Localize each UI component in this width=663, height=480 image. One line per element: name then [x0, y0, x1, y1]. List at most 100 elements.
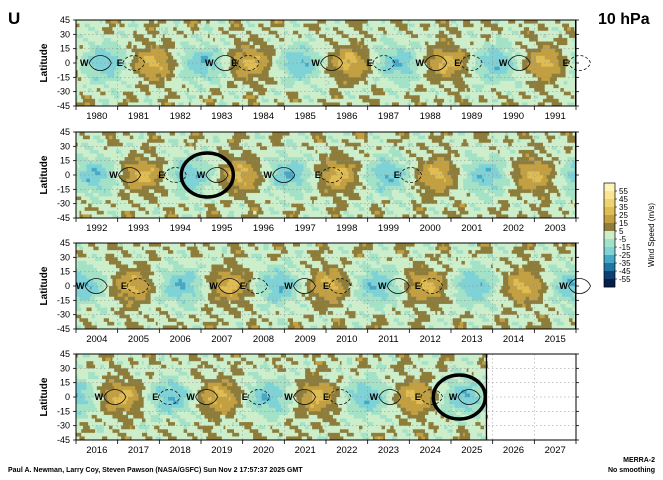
latitude-tick-label: -15	[57, 184, 70, 194]
year-ticks: 1980 1981 1982 1983 1984 1985 1986 1987 1988 1989…	[75, 106, 577, 122]
colorbar-tick-label: 5	[619, 227, 624, 236]
colorbar-tick-label: -45	[619, 267, 631, 276]
phase-label: W	[449, 392, 458, 402]
phase-label: W	[559, 281, 568, 291]
latitude-tick-label: -15	[57, 72, 70, 82]
phase-label: W	[80, 58, 89, 68]
colorbar-swatch	[604, 223, 615, 232]
colorbar-swatch	[604, 263, 615, 272]
wind-heatmap	[76, 354, 489, 440]
easterly-contour	[247, 389, 271, 405]
latitude-axis-label: Latitude	[39, 155, 50, 194]
phase-label: E	[117, 58, 123, 68]
westerly-contour	[272, 167, 296, 183]
phase-label: W	[416, 58, 425, 68]
year-label: 2025	[461, 445, 482, 456]
easterly-contour	[320, 167, 344, 183]
colorbar-swatch	[604, 255, 615, 264]
year-label: 1986	[336, 111, 357, 122]
easterly-contour	[399, 167, 423, 183]
westerly-contour	[386, 278, 410, 294]
easterly-contour	[420, 278, 444, 294]
westerly-contour	[195, 389, 219, 405]
year-label: 2015	[545, 334, 566, 345]
year-label: 1994	[170, 223, 191, 234]
phase-label: E	[394, 170, 400, 180]
easterly-contour	[459, 55, 483, 71]
latitude-tick-label: -45	[57, 435, 70, 445]
year-label: 2013	[461, 334, 482, 345]
latitude-tick-label: -45	[57, 324, 70, 334]
grid	[75, 354, 577, 440]
smoothing-label: No smoothing	[608, 467, 655, 474]
year-label: 2003	[545, 223, 566, 234]
year-label: 1992	[86, 223, 107, 234]
colorbar-swatch	[604, 279, 615, 288]
year-label: 1993	[128, 223, 149, 234]
year-label: 1999	[378, 223, 399, 234]
easterly-contour	[126, 278, 150, 294]
easterly-contour	[420, 389, 444, 405]
phase-label: W	[76, 281, 85, 291]
latitude-tick-label: -30	[57, 310, 70, 320]
latitude-tick-label: 30	[60, 29, 70, 39]
colorbar-tick-label: 25	[619, 211, 628, 220]
grid	[75, 20, 577, 106]
phase-label: E	[152, 392, 158, 402]
latitude-tick-label: -45	[57, 213, 70, 223]
colorbar-tick-label: 35	[619, 203, 628, 212]
pressure-level-label: 10 hPa	[598, 11, 650, 28]
phase-label: E	[415, 281, 421, 291]
variable-label: U	[8, 9, 20, 28]
phase-label: W	[378, 281, 387, 291]
colorbar-tick-label: 55	[619, 187, 628, 196]
latitude-axis-label: Latitude	[39, 377, 50, 416]
latitude-ticks: 45 30 15 0 -15 -30 -45	[57, 238, 579, 334]
easterly-contour	[372, 55, 396, 71]
latitude-tick-label: -15	[57, 295, 70, 305]
year-label: 2004	[86, 334, 107, 345]
year-label: 1997	[295, 223, 316, 234]
latitude-tick-label: 15	[60, 156, 70, 166]
latitude-tick-label: 45	[60, 238, 70, 248]
year-label: 2000	[420, 223, 441, 234]
latitude-tick-label: 0	[65, 170, 70, 180]
year-label: 2002	[503, 223, 524, 234]
phase-label: W	[109, 170, 118, 180]
year-label: 2006	[170, 334, 191, 345]
year-label: 2018	[170, 445, 191, 456]
colorbar-tick-label: -5	[619, 235, 627, 244]
colorbar-swatch	[604, 271, 615, 280]
colorbar-tick-label: -55	[619, 275, 631, 284]
year-label: 1985	[295, 111, 316, 122]
year-label: 1982	[170, 111, 191, 122]
latitude-tick-label: 30	[60, 141, 70, 151]
year-label: 1990	[503, 111, 524, 122]
year-label: 2022	[336, 445, 357, 456]
phase-label: W	[197, 170, 206, 180]
year-label: 1983	[211, 111, 232, 122]
year-label: 1989	[461, 111, 482, 122]
westerly-contour	[213, 55, 237, 71]
easterly-contour	[163, 167, 187, 183]
highlight-circle	[431, 373, 488, 421]
easterly-contour	[245, 278, 269, 294]
year-label: 2016	[86, 445, 107, 456]
colorbar-swatch	[604, 183, 615, 192]
year-label: 2008	[253, 334, 274, 345]
colorbar-swatch	[604, 231, 615, 240]
easterly-contour	[157, 389, 181, 405]
phase-label: E	[121, 281, 127, 291]
colorbar-swatch	[604, 199, 615, 208]
colorbar-swatch	[604, 215, 615, 224]
year-label: 2021	[295, 445, 316, 456]
westerly-contour	[320, 55, 344, 71]
colorbar-tick-label: 45	[619, 195, 628, 204]
latitude-tick-label: 15	[60, 378, 70, 388]
latitude-axis-label: Latitude	[39, 43, 50, 82]
